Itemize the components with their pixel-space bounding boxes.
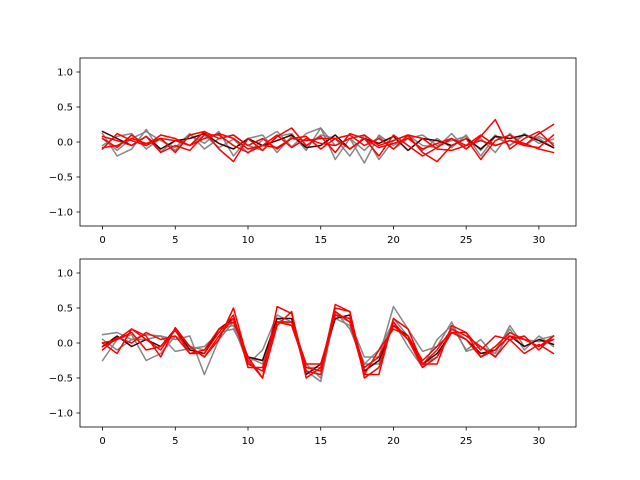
bottom-plot-panel: 0 5 10 15 20 25 30 −1.0 −0.5 0.0 0.5 1.0 [49, 258, 577, 447]
x-tick-label: 10 [242, 436, 255, 447]
y-tick-label: 1.0 [57, 68, 73, 79]
x-tick-label: 20 [387, 235, 400, 246]
y-tick-label: −0.5 [49, 374, 73, 385]
series-line-7 [101, 307, 555, 379]
series-line-7 [101, 130, 555, 154]
x-tick-label: 0 [99, 235, 105, 246]
y-tick-label: 0.5 [57, 103, 73, 114]
y-tick-label: −1.0 [49, 409, 73, 420]
y-tick-label: 0.0 [57, 339, 73, 350]
x-tick-label: 15 [314, 235, 327, 246]
y-tick-label: −1.0 [49, 208, 73, 219]
x-tick-label: 5 [172, 235, 178, 246]
x-tick-label: 30 [533, 436, 546, 447]
x-tick-label: 10 [242, 235, 255, 246]
y-tick-label: 1.0 [57, 269, 73, 280]
x-tick-label: 15 [314, 436, 327, 447]
x-tick-label: 20 [387, 436, 400, 447]
top-plot-panel: 0 5 10 15 20 25 30 −1.0 −0.5 0.0 0.5 1.0 [49, 57, 577, 246]
x-tick-label: 0 [99, 436, 105, 447]
x-tick-label: 5 [172, 436, 178, 447]
y-tick-label: 0.0 [57, 138, 73, 149]
x-tick-label: 25 [460, 436, 473, 447]
x-tick-label: 25 [460, 235, 473, 246]
y-tick-label: −0.5 [49, 173, 73, 184]
x-tick-label: 30 [533, 235, 546, 246]
y-tick-label: 0.5 [57, 304, 73, 315]
series-line-6 [101, 133, 555, 154]
